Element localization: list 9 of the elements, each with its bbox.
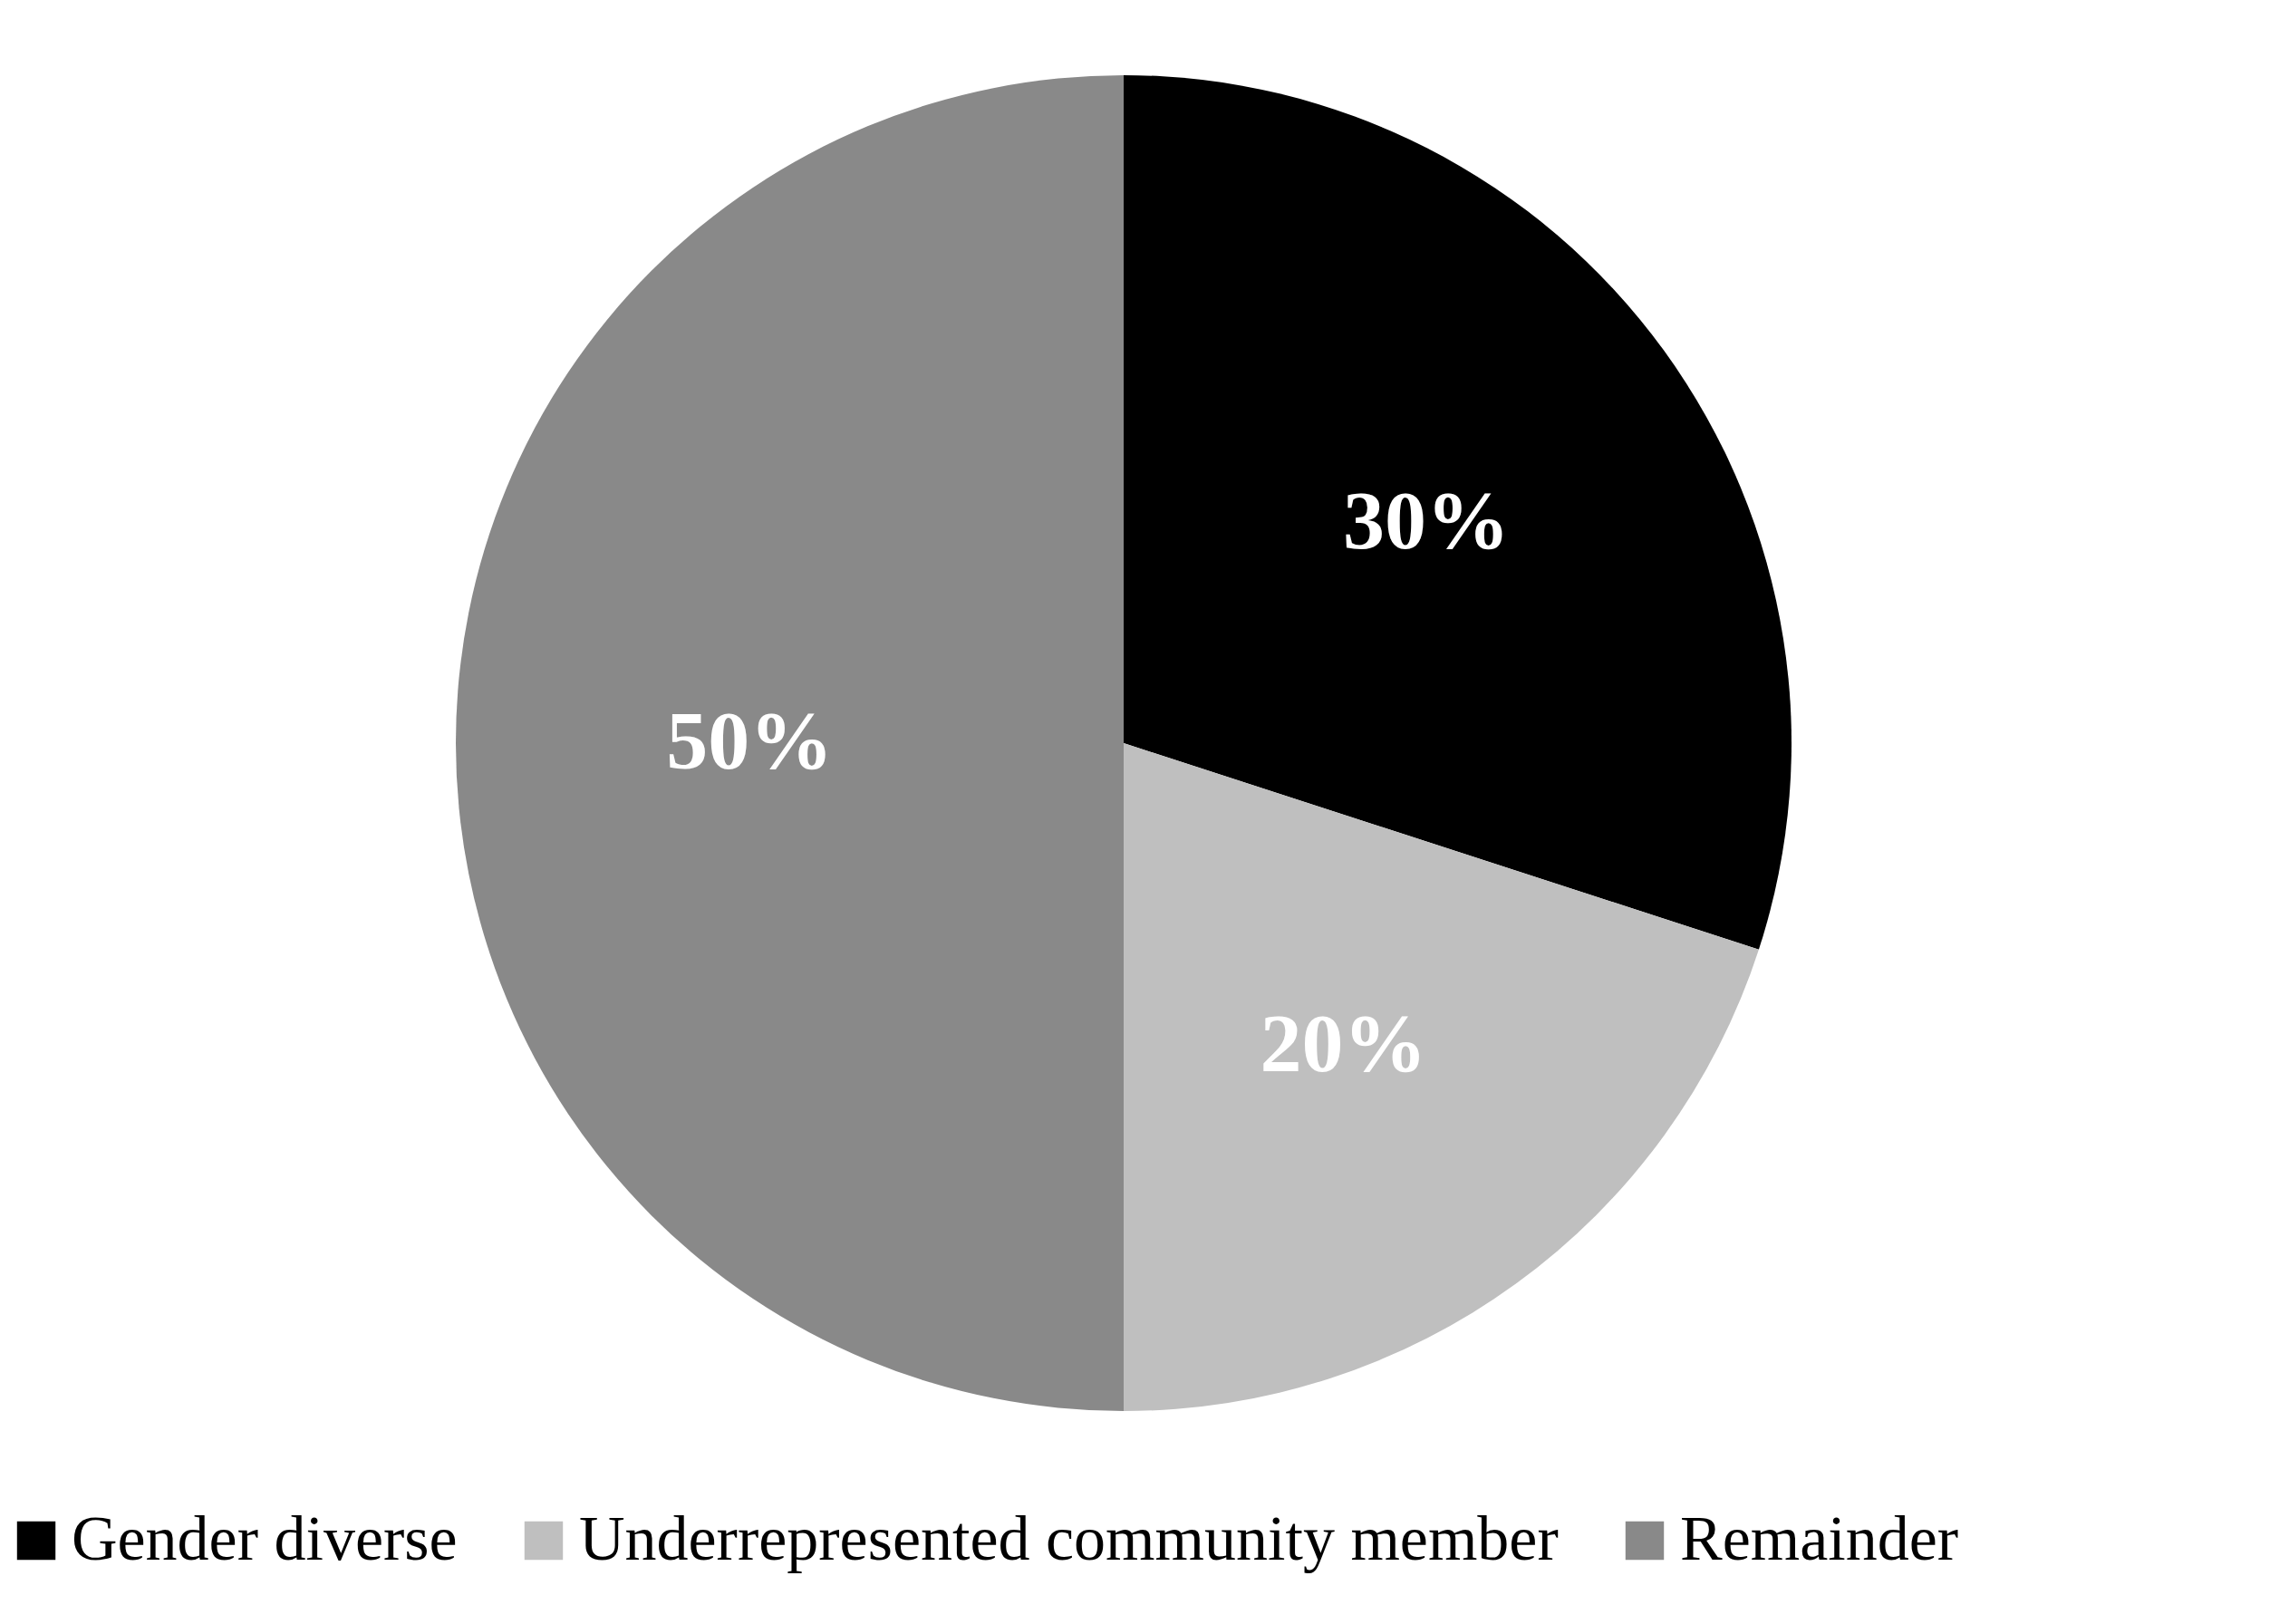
data-label: 20% [1260, 996, 1427, 1089]
pie-slice [1124, 743, 1759, 1411]
data-label: 50% [666, 694, 834, 787]
legend-label: Gender diverse [72, 1503, 458, 1573]
legend-label: Underrepresented community member [579, 1503, 1559, 1573]
data-label: 30% [1342, 474, 1510, 567]
legend-label: Remainder [1680, 1503, 1959, 1573]
pie-slice [1124, 75, 1791, 950]
pie-slice [457, 75, 1124, 1411]
